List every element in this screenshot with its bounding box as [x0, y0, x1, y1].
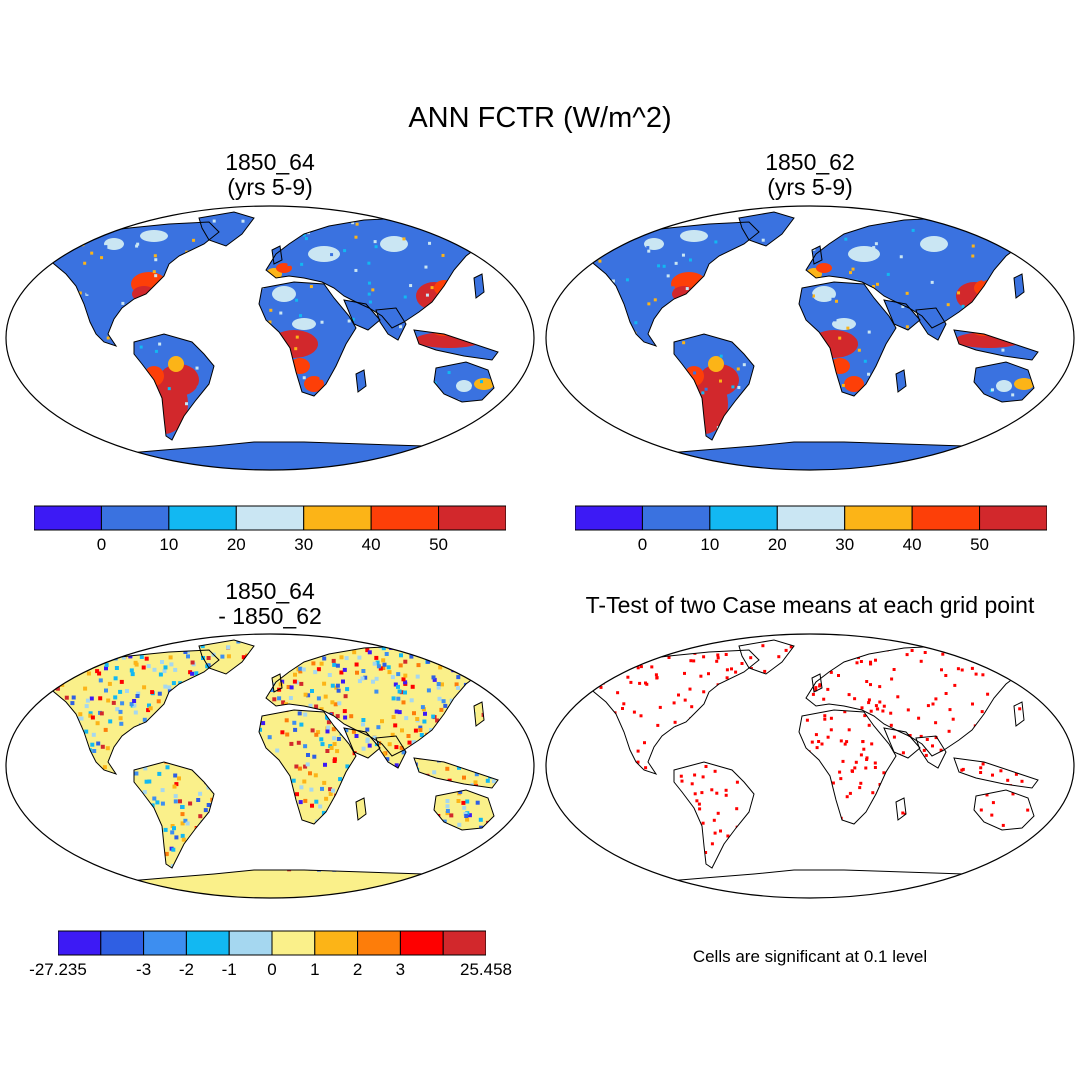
- colorbar-swatch: [776, 505, 846, 531]
- colorbar-tick-label: 10: [159, 535, 179, 554]
- colorbar-tick-label: 30: [835, 535, 855, 554]
- colorbar-tick-label: 50: [970, 535, 990, 554]
- colorbar-swatch: [34, 505, 102, 531]
- colorbar-swatch: [709, 505, 778, 531]
- map-border: [545, 633, 1075, 899]
- colorbar-swatch: [228, 930, 273, 956]
- panel-1-title-line2: (yrs 5-9): [227, 174, 313, 200]
- colorbar-swatch: [58, 930, 102, 956]
- map-panel-1850-64: [5, 205, 535, 471]
- colorbar-tick-label: 40: [361, 535, 381, 554]
- colorbar-tick-label: -1: [221, 960, 237, 979]
- significance-note: Cells are significant at 0.1 level: [692, 947, 928, 966]
- ocean-background: [546, 634, 1074, 898]
- colorbar-swatch: [575, 505, 643, 531]
- map-border: [5, 633, 535, 899]
- colorbar-swatch: [303, 505, 372, 531]
- map-panel-difference: [5, 633, 535, 899]
- colorbar-tick-label: -27.235: [29, 960, 87, 979]
- colorbar-swatch: [185, 930, 230, 956]
- colorbar-tick-label: -3: [136, 960, 152, 979]
- colorbar-tick-label: 10: [700, 535, 720, 554]
- colorbar-tick-label: 20: [226, 535, 246, 554]
- panel-3-title-line2: - 1850_62: [218, 603, 322, 629]
- colorbar-swatch: [641, 505, 711, 531]
- colorbar-tick-label: 25.458: [460, 960, 512, 979]
- panel-1-title: 1850_64 (yrs 5-9): [170, 150, 370, 200]
- colorbar-1850-62: [575, 505, 1047, 531]
- panel-2-title-line1: 1850_62: [765, 149, 855, 175]
- panel-3-title: 1850_64 - 1850_62: [170, 579, 370, 629]
- colorbar-tick-label: 0: [267, 960, 277, 979]
- colorbar-tick-label: 0: [637, 535, 648, 554]
- figure-title: ANN FCTR (W/m^2): [408, 102, 672, 134]
- colorbar-difference: [58, 930, 486, 956]
- panel-2-title: 1850_62 (yrs 5-9): [710, 150, 910, 200]
- colorbar-swatch: [168, 505, 237, 531]
- panel-2-title-line2: (yrs 5-9): [767, 174, 853, 200]
- map-panel-ttest: [545, 633, 1075, 899]
- colorbar-swatch: [271, 930, 316, 956]
- colorbar-swatch: [314, 930, 359, 956]
- colorbar-swatch: [438, 505, 506, 531]
- colorbar-1850-64: [34, 505, 506, 531]
- colorbar-swatch: [370, 505, 440, 531]
- map-border: [5, 205, 535, 471]
- colorbar-tick-label: 30: [294, 535, 314, 554]
- colorbar-tick-label: 40: [902, 535, 922, 554]
- colorbar-swatch: [442, 930, 486, 956]
- colorbar-swatch: [357, 930, 401, 956]
- map-border: [545, 205, 1075, 471]
- map-panel-1850-62: [545, 205, 1075, 471]
- colorbar-tick-label: -2: [178, 960, 194, 979]
- colorbar-tick-label: 3: [395, 960, 406, 979]
- colorbar-swatch: [911, 505, 981, 531]
- panel-3-title-line1: 1850_64: [225, 578, 315, 604]
- colorbar-tick-label: 50: [429, 535, 449, 554]
- colorbar-tick-label: 20: [767, 535, 787, 554]
- colorbar-swatch: [143, 930, 187, 956]
- colorbar-swatch: [235, 505, 305, 531]
- colorbar-swatch: [100, 505, 170, 531]
- colorbar-tick-label: 0: [96, 535, 107, 554]
- colorbar-swatch: [844, 505, 913, 531]
- panel-1-title-line1: 1850_64: [225, 149, 315, 175]
- colorbar-swatch: [979, 505, 1047, 531]
- colorbar-swatch: [100, 930, 145, 956]
- panel-4-title: T-Test of two Case means at each grid po…: [585, 592, 1035, 618]
- colorbar-tick-label: 2: [352, 960, 363, 979]
- colorbar-tick-label: 1: [310, 960, 320, 979]
- colorbar-swatch: [399, 930, 444, 956]
